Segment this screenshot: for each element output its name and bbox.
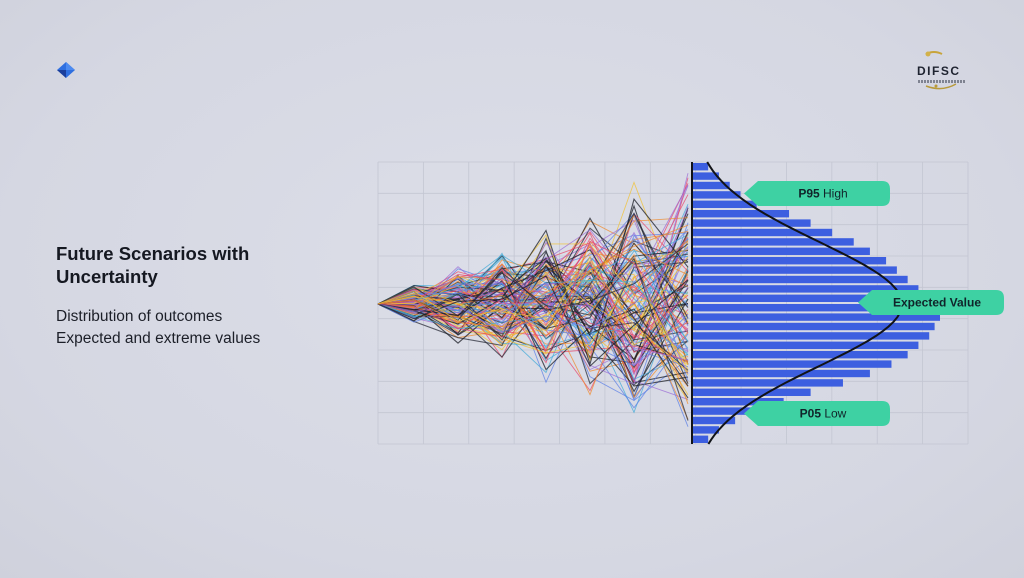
histogram-bar [692, 181, 730, 190]
callout-p05-low: P05 Low [744, 401, 890, 426]
histogram-bar [692, 369, 870, 378]
scenario-path [377, 244, 689, 365]
callouts: P95 High Expected Value P05 Low [744, 181, 1004, 426]
slide-title: Future Scenarios with Uncertainty [56, 243, 250, 287]
scenario-path [377, 238, 689, 318]
histogram-bar [692, 285, 919, 293]
scenario-path [377, 224, 689, 327]
chevron-mark-icon [57, 62, 75, 78]
difsc-logo-icon [925, 51, 957, 90]
histogram-bar [692, 435, 709, 443]
callout-shape [744, 181, 890, 206]
scenario-path [377, 264, 689, 375]
histogram-bar [692, 351, 908, 359]
histogram-bar [692, 407, 757, 415]
histogram-bar [692, 294, 930, 302]
histogram-bar [692, 200, 757, 208]
histogram-bar [692, 379, 843, 387]
callout-label: P05 Low [800, 407, 847, 421]
scenario-path [377, 240, 689, 364]
histogram-bar [692, 313, 940, 321]
scenario-path [377, 260, 689, 373]
histogram-bar [692, 210, 790, 218]
callout-label-bold: Expected Value [893, 296, 981, 310]
histogram-bar [692, 238, 854, 246]
histogram-bar [692, 257, 887, 265]
histogram-bar [692, 247, 870, 255]
histogram-bar [692, 228, 833, 237]
scenario-path [377, 177, 689, 384]
histogram-bar [692, 388, 811, 396]
callout-expected-value: Expected Value [858, 290, 1004, 315]
callout-label: P95 High [798, 187, 847, 201]
histogram-bar [692, 191, 741, 199]
callout-p95-high: P95 High [744, 181, 890, 206]
scenario-distribution-chart: P95 High Expected Value P05 Low [377, 161, 1004, 445]
histogram-bar [692, 332, 930, 340]
histogram-bar [692, 163, 709, 171]
logo-tagline-lines [918, 80, 966, 83]
histogram-bar [692, 426, 719, 434]
callout-label-rest: Low [821, 407, 847, 421]
histogram-bar [692, 341, 919, 349]
scenario-path [377, 246, 689, 333]
scenario-path [377, 198, 689, 367]
subtitle-line-1: Distribution of outcomes [56, 308, 223, 325]
histogram-bar [692, 172, 719, 180]
histogram-bars [692, 163, 940, 443]
scenario-path [377, 254, 689, 349]
callout-label-bold: P95 [798, 187, 820, 201]
histogram-bar [692, 275, 908, 284]
scenario-path [377, 275, 689, 368]
scenario-path [377, 184, 689, 309]
callout-label-rest: High [820, 187, 848, 201]
subtitle-line-2: Expected and extreme values [56, 330, 261, 347]
scenario-path [377, 248, 689, 328]
histogram-bar [692, 219, 811, 227]
histogram-bar [692, 416, 736, 425]
scenario-path [377, 275, 689, 370]
scenario-path [377, 256, 689, 331]
callout-label-bold: P05 [800, 407, 822, 421]
logo-text: DIFSC [917, 64, 961, 78]
callout-shape [858, 290, 1004, 315]
scenario-path [377, 266, 689, 374]
callout-label: Expected Value [893, 296, 981, 310]
histogram-bar [692, 266, 897, 274]
callout-shape [744, 401, 890, 426]
scenario-fan-paths [377, 173, 689, 427]
histogram-bar [692, 360, 892, 368]
histogram-bar [692, 398, 784, 406]
histogram-bar [692, 304, 935, 312]
histogram-bar [692, 322, 935, 331]
